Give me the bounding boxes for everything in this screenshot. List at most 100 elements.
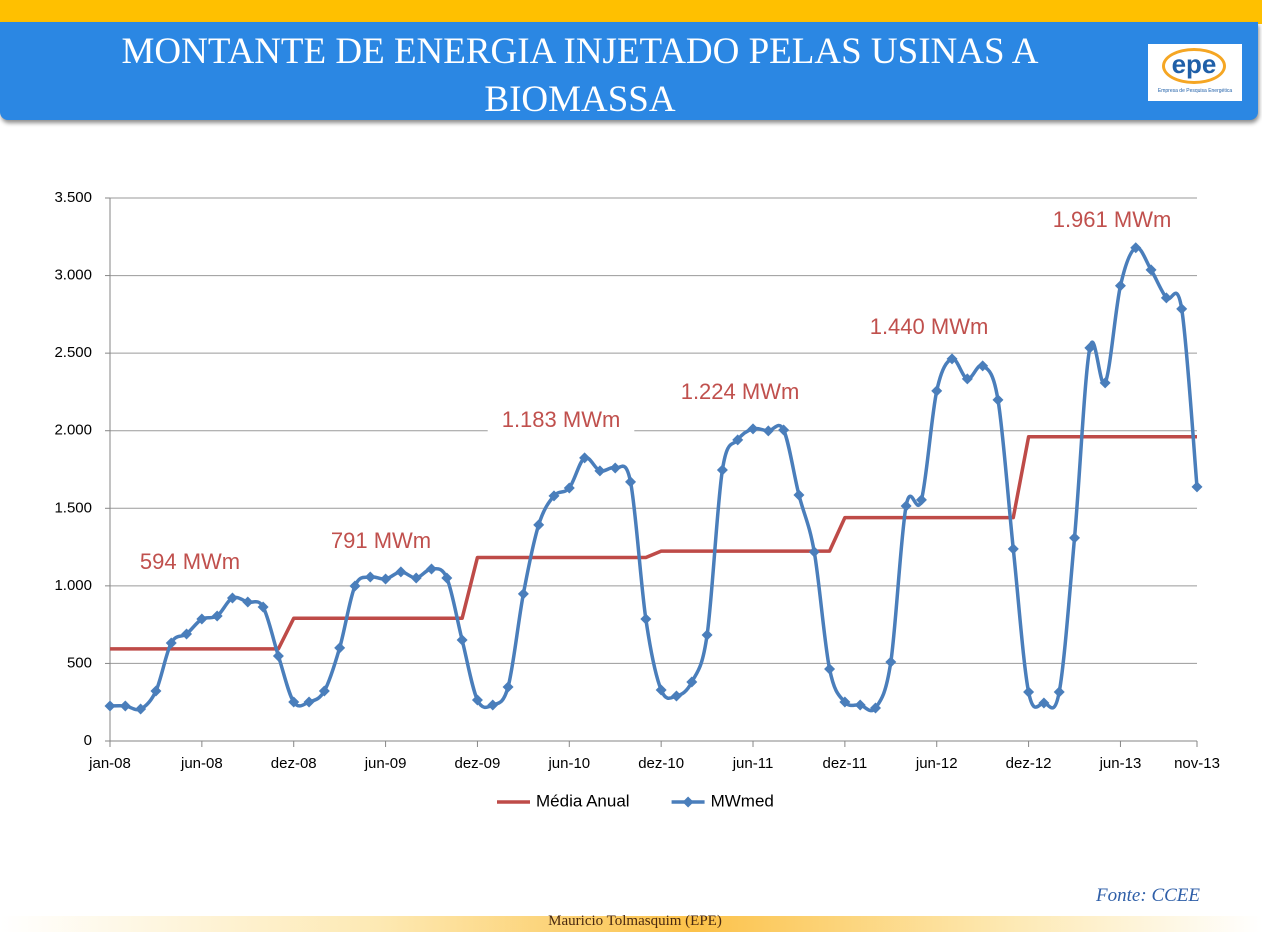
top-bar (0, 0, 1262, 24)
data-point (1114, 280, 1126, 292)
data-point (334, 642, 346, 654)
x-tick-label: jun-13 (1099, 755, 1142, 772)
data-point (839, 696, 851, 708)
data-point (854, 699, 866, 711)
data-point (762, 425, 774, 437)
data-point (548, 490, 560, 502)
x-tick-label: nov-13 (1174, 755, 1220, 772)
x-tick-label: jun-09 (364, 755, 407, 772)
y-tick-label: 2.000 (54, 422, 92, 439)
data-point (426, 563, 438, 575)
data-point (1053, 686, 1065, 698)
annotation-group: 1.440 MWm (855, 309, 1003, 343)
legend-label: Média Anual (536, 791, 630, 810)
data-point (1038, 697, 1050, 709)
y-tick-label: 3.500 (54, 189, 92, 206)
data-point (533, 519, 545, 531)
footer-bar (0, 916, 1262, 932)
data-point (793, 489, 805, 501)
y-tick-label: 2.500 (54, 344, 92, 361)
data-point (487, 699, 499, 711)
data-point (226, 592, 238, 604)
data-point (946, 353, 958, 365)
data-point (808, 546, 820, 558)
annotation-group: 1.183 MWm (487, 402, 635, 436)
data-point (885, 656, 897, 668)
data-point (104, 700, 116, 712)
series-line (110, 435, 1197, 651)
annotation-bg (1038, 202, 1186, 236)
data-point (563, 482, 575, 494)
data-point (318, 685, 330, 697)
annotation-bg (855, 309, 1003, 343)
data-point (977, 360, 989, 372)
x-tick-label: jan-08 (88, 755, 131, 772)
data-point (1145, 264, 1157, 276)
annotation-group: 1.961 MWm (1038, 202, 1186, 236)
annotation-bg (487, 402, 635, 436)
annotation-group: 791 MWm (316, 523, 446, 557)
data-point (272, 650, 284, 662)
data-point (242, 596, 254, 608)
data-point (900, 500, 912, 512)
data-point (395, 566, 407, 578)
x-tick-label: jun-11 (732, 755, 774, 772)
data-point (380, 573, 392, 585)
x-tick-label: jun-08 (180, 755, 223, 772)
data-point (625, 476, 637, 488)
annotation: 1.961 MWm (1053, 207, 1172, 232)
data-point (211, 610, 223, 622)
y-tick-label: 500 (67, 654, 92, 671)
logo-caption: Empresa de Pesquisa Energética (1157, 88, 1233, 94)
logo: epe Empresa de Pesquisa Energética (1148, 44, 1242, 101)
data-point (670, 690, 682, 702)
data-point (701, 629, 713, 641)
data-point (655, 684, 667, 696)
data-point (1130, 242, 1142, 254)
data-point (869, 702, 881, 714)
y-tick-label: 1.000 (54, 577, 92, 594)
data-point (364, 571, 376, 583)
annotation-group: 594 MWm (125, 544, 255, 578)
header-banner: MONTANTE DE ENERGIA INJETADO PELAS USINA… (0, 22, 1258, 120)
data-point (716, 464, 728, 476)
data-point (579, 452, 591, 464)
data-point (1099, 377, 1111, 389)
source: Fonte: CCEE (1096, 885, 1200, 906)
data-point (931, 385, 943, 397)
data-point (303, 696, 315, 708)
data-point (410, 572, 422, 584)
data-point (1007, 543, 1019, 555)
data-point (257, 601, 269, 613)
data-point (135, 703, 147, 715)
data-point (1176, 303, 1188, 315)
data-point (778, 424, 790, 436)
series-line (109, 245, 1199, 713)
data-point (1160, 292, 1172, 304)
data-point (196, 613, 208, 625)
logo-mark: epe (1162, 48, 1226, 84)
annotation: 791 MWm (331, 528, 431, 553)
x-tick-label: dez-09 (454, 755, 500, 772)
data-point (640, 613, 652, 625)
data-point (686, 676, 698, 688)
data-point (961, 373, 973, 385)
data-point (747, 423, 759, 435)
data-point (456, 634, 468, 646)
annotation-group: 1.224 MWm (666, 374, 814, 408)
x-tick-label: dez-10 (638, 755, 684, 772)
annotation-bg (316, 523, 446, 557)
data-point (732, 434, 744, 446)
data-point (1023, 686, 1035, 698)
x-tick-label: jun-10 (547, 755, 590, 772)
data-point (150, 685, 162, 697)
data-point (349, 580, 361, 592)
legend-label: MWmed (711, 791, 774, 810)
annotation-bg (125, 544, 255, 578)
x-tick-label: dez-08 (271, 755, 317, 772)
slide-title: MONTANTE DE ENERGIA INJETADO PELAS USINA… (121, 31, 1039, 120)
legend-marker (682, 796, 694, 808)
x-tick-label: jun-12 (915, 755, 958, 772)
y-tick-label: 0 (84, 732, 92, 749)
